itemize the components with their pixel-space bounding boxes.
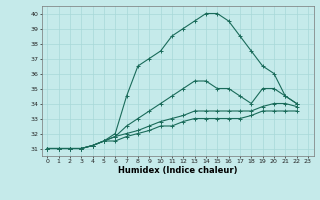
- X-axis label: Humidex (Indice chaleur): Humidex (Indice chaleur): [118, 166, 237, 175]
